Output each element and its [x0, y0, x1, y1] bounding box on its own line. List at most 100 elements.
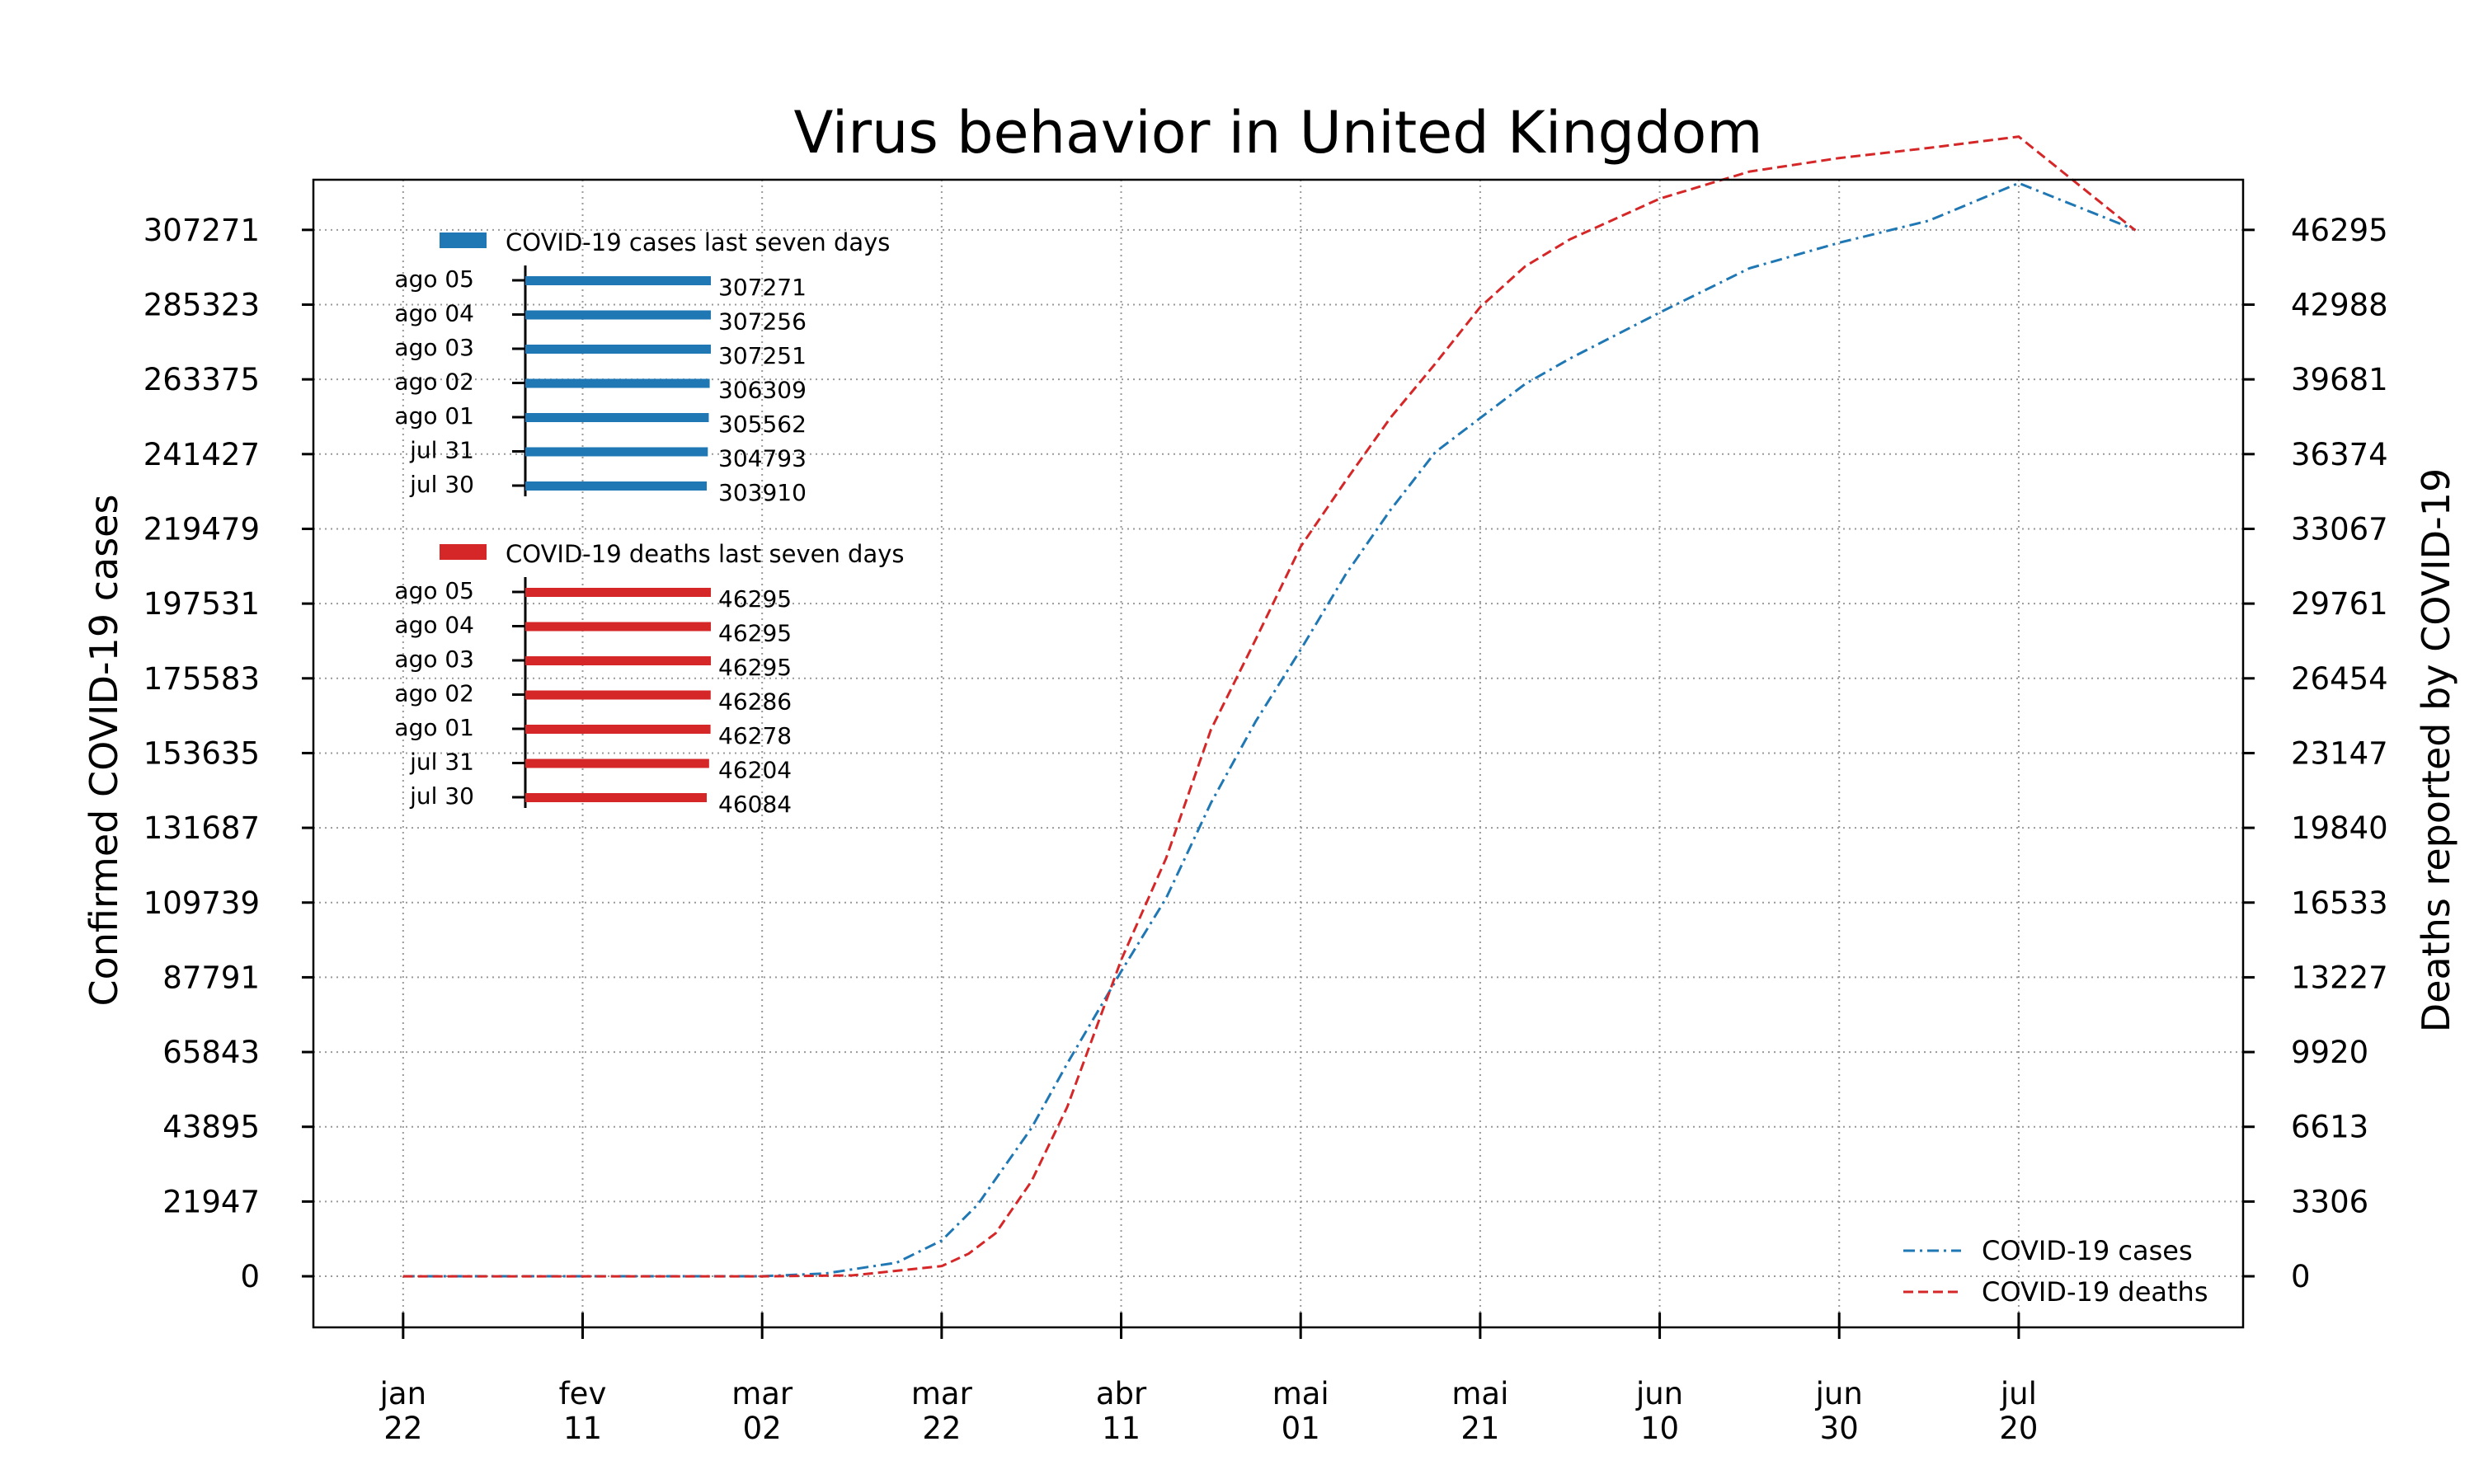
y-right-tick-label: 13227	[2291, 960, 2388, 995]
y-right-tick-label: 3306	[2291, 1184, 2368, 1219]
inset-cases-value: 307256	[718, 308, 807, 336]
inset-cases-value: 304793	[718, 445, 807, 472]
y-right-tick-label: 39681	[2291, 362, 2388, 397]
inset-deaths-title: COVID-19 deaths last seven days	[506, 540, 905, 568]
inset-deaths-bar	[525, 690, 711, 700]
inset-deaths-value: 46204	[718, 757, 792, 784]
y-right-tick-label: 36374	[2291, 437, 2388, 472]
x-tick-label-day: 11	[563, 1411, 602, 1446]
inset-cases-value: 306309	[718, 377, 807, 404]
x-tick-label-month: mar	[731, 1376, 793, 1411]
y-left-tick-label: 307271	[143, 213, 260, 248]
x-tick-label-month: abr	[1096, 1376, 1147, 1411]
x-tick-label-month: mai	[1451, 1376, 1508, 1411]
inset-deaths-value: 46084	[718, 791, 792, 818]
inset-deaths-bar	[525, 588, 711, 597]
y-right-tick-label: 26454	[2291, 661, 2388, 697]
y-left-tick-label: 109739	[143, 885, 260, 921]
x-tick-label-day: 11	[1102, 1411, 1141, 1446]
inset-cases-bar	[525, 276, 711, 285]
y-left-tick-label: 131687	[143, 810, 260, 846]
insets: COVID-19 cases last seven days ago 05 3072…	[394, 228, 904, 818]
x-tick-label-day: 21	[1460, 1411, 1499, 1446]
y-axis-label-left: Confirmed COVID-19 cases	[82, 495, 126, 1007]
legend-label-cases: COVID-19 cases	[1982, 1235, 2193, 1266]
inset-cases-title: COVID-19 cases last seven days	[506, 228, 890, 256]
y-left-tick-label: 197531	[143, 586, 260, 622]
inset-cases-label: jul 31	[409, 437, 474, 464]
inset-cases-bar	[525, 345, 711, 354]
inset-cases-label: ago 02	[394, 369, 474, 396]
inset-deaths-label: jul 31	[409, 749, 474, 776]
inset-cases-label: ago 01	[394, 402, 474, 430]
inset-cases-value: 305562	[718, 411, 807, 438]
y-left-tick-label: 65843	[162, 1035, 260, 1070]
inset-deaths-label: ago 04	[394, 612, 474, 639]
y-axis-label-right: Deaths reported by COVID-19	[2414, 468, 2458, 1032]
axes: 0 0 21947 3306 43895 6613 65843 9920 87791 13227 1…	[143, 213, 2388, 1446]
inset-deaths-label: ago 03	[394, 646, 474, 673]
inset-cases-value: 307271	[718, 274, 807, 301]
y-right-tick-label: 29761	[2291, 586, 2388, 622]
y-left-tick-label: 153635	[143, 735, 260, 771]
x-tick-label-day: 22	[383, 1411, 422, 1446]
inset-cases-label: jul 30	[409, 471, 474, 498]
x-tick-label-month: mar	[911, 1376, 973, 1411]
inset-deaths-label: ago 01	[394, 714, 474, 741]
inset-deaths-value: 46286	[718, 688, 792, 716]
y-right-tick-label: 23147	[2291, 735, 2388, 771]
inset-deaths-value: 46278	[718, 722, 792, 749]
y-left-tick-label: 43895	[162, 1110, 260, 1145]
y-left-tick-label: 87791	[162, 960, 260, 995]
y-right-tick-label: 19840	[2291, 810, 2388, 846]
inset-cases-legend-swatch	[440, 232, 487, 248]
grid	[313, 180, 2243, 1327]
inset-cases-label: ago 05	[394, 265, 474, 293]
x-tick-label-day: 30	[1820, 1411, 1859, 1446]
x-tick-label-month: mai	[1272, 1376, 1329, 1411]
deaths-line	[402, 135, 2137, 1278]
x-tick-label-month: jun	[1635, 1376, 1683, 1411]
inset-deaths-bar	[525, 622, 711, 632]
y-left-tick-label: 263375	[143, 362, 260, 397]
y-left-tick-label: 21947	[162, 1184, 260, 1219]
inset-deaths-label: ago 02	[394, 680, 474, 707]
legend: COVID-19 cases COVID-19 deaths	[1903, 1235, 2208, 1308]
y-right-tick-label: 42988	[2291, 287, 2388, 322]
y-right-tick-label: 16533	[2291, 885, 2388, 921]
inset-deaths-value: 46295	[718, 654, 792, 681]
y-right-tick-label: 6613	[2291, 1110, 2368, 1145]
x-tick-label-day: 01	[1282, 1411, 1320, 1446]
x-tick-label-day: 10	[1640, 1411, 1679, 1446]
legend-label-deaths: COVID-19 deaths	[1982, 1276, 2208, 1308]
y-left-tick-label: 175583	[143, 661, 260, 697]
inset-deaths-label: ago 05	[394, 577, 474, 604]
x-tick-label-month: jan	[379, 1376, 426, 1411]
y-right-tick-label: 33067	[2291, 511, 2388, 547]
inset-deaths-bar	[525, 758, 709, 768]
inset-deaths-bar	[525, 793, 707, 802]
x-tick-label-month: fev	[559, 1376, 607, 1411]
inset-deaths-legend-swatch	[440, 544, 487, 560]
y-left-tick-label: 0	[240, 1259, 260, 1294]
chart-title: Virus behavior in United Kingdom	[793, 99, 1762, 167]
y-left-tick-label: 241427	[143, 437, 260, 472]
inset-deaths-label: jul 30	[409, 782, 474, 810]
inset-deaths-bar	[525, 656, 711, 665]
inset-cases-bar	[525, 447, 708, 457]
cases-line	[402, 181, 2136, 1278]
inset-cases-label: ago 04	[394, 300, 474, 327]
inset-cases-value: 307251	[718, 342, 807, 369]
x-tick-label-day: 22	[922, 1411, 961, 1446]
x-tick-label-day: 02	[743, 1411, 782, 1446]
y-right-tick-label: 46295	[2291, 213, 2388, 248]
inset-deaths-value: 46295	[718, 585, 792, 613]
x-tick-label-day: 20	[1999, 1411, 2038, 1446]
x-tick-label-month: jul	[2000, 1376, 2037, 1411]
inset-deaths-bar	[525, 725, 711, 734]
y-left-tick-label: 285323	[143, 287, 260, 322]
x-tick-label-month: jun	[1815, 1376, 1863, 1411]
inset-cases-bar	[525, 310, 711, 320]
